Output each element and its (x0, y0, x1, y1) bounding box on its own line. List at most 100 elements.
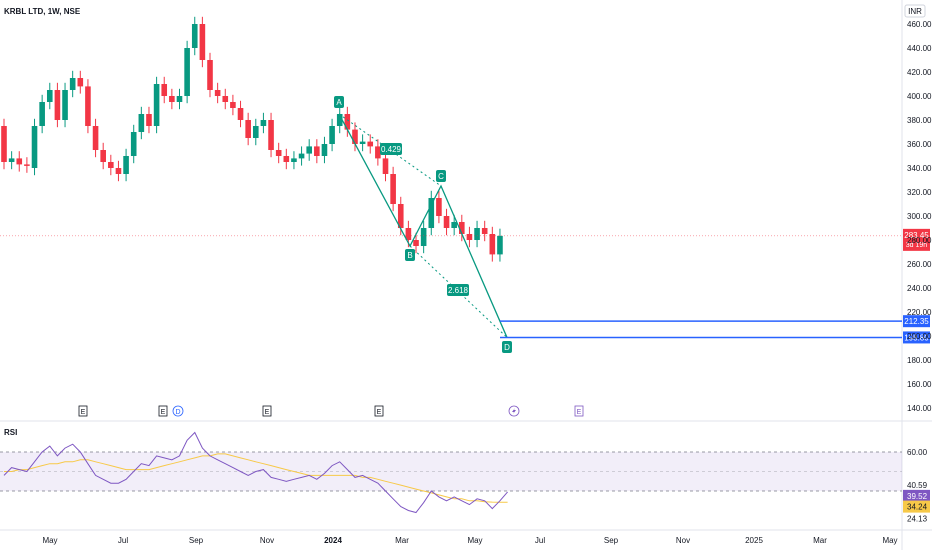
candle[interactable] (275, 150, 282, 156)
candle[interactable] (321, 144, 328, 156)
xabcd-line[interactable] (338, 113, 508, 338)
candle[interactable] (207, 60, 213, 90)
candle[interactable] (146, 114, 152, 126)
candle[interactable] (161, 84, 168, 96)
candle[interactable] (344, 114, 351, 130)
candle[interactable] (24, 164, 30, 166)
ratio-cd-label[interactable] (447, 284, 469, 296)
candle[interactable] (359, 141, 366, 144)
rsi-line[interactable] (3, 431, 508, 514)
candle[interactable] (298, 153, 305, 159)
candle[interactable] (199, 24, 206, 60)
candle[interactable] (222, 96, 229, 102)
candle[interactable] (405, 228, 412, 240)
point-c-label-text: C (438, 172, 444, 181)
candle[interactable] (62, 90, 68, 120)
candle[interactable] (130, 132, 137, 156)
candle[interactable] (214, 90, 221, 96)
earnings-marker[interactable] (374, 405, 384, 417)
candle[interactable] (123, 156, 129, 174)
candle[interactable] (115, 168, 122, 174)
candle[interactable] (436, 198, 442, 216)
candle[interactable] (390, 174, 396, 204)
candle[interactable] (314, 146, 320, 156)
point-a-label[interactable] (334, 96, 344, 108)
price-levels[interactable]: 212.35 198.80 283.45 3d 19h (500, 228, 930, 344)
point-d-label[interactable] (502, 341, 512, 353)
candle[interactable] (1, 126, 7, 162)
candle[interactable] (397, 204, 404, 228)
candle[interactable] (283, 156, 290, 162)
candle[interactable] (252, 126, 259, 138)
candle[interactable] (39, 102, 45, 126)
candle[interactable] (16, 158, 23, 165)
candle[interactable] (46, 90, 53, 102)
harmonic-pattern[interactable]: A B C D 0.429 2.618 (334, 96, 512, 353)
level-price-tag[interactable] (903, 315, 930, 328)
candle[interactable] (268, 120, 274, 150)
candle[interactable] (329, 126, 335, 144)
point-b-label[interactable] (405, 249, 415, 261)
candle[interactable] (375, 146, 381, 159)
rsi-ma-tag[interactable] (903, 500, 930, 513)
candle[interactable] (459, 222, 465, 234)
last-price-tag[interactable] (903, 228, 930, 251)
candle[interactable] (69, 78, 76, 90)
candle[interactable] (489, 234, 496, 255)
point-c-label[interactable] (436, 170, 446, 182)
rsi-pane[interactable]: 60.00 40.59 39.52 34.24 24.13 (0, 431, 930, 524)
candle[interactable] (77, 78, 84, 87)
candle[interactable] (466, 234, 473, 240)
currency-box[interactable] (904, 4, 926, 18)
candle[interactable] (245, 120, 251, 138)
candle[interactable] (108, 162, 114, 168)
candle[interactable] (451, 222, 457, 228)
candle[interactable] (291, 158, 297, 162)
dividend-marker[interactable] (172, 405, 184, 417)
candle[interactable] (153, 84, 160, 126)
earnings-marker[interactable] (158, 405, 168, 417)
time-tick-label: 2025 (745, 536, 763, 545)
level-price-tag[interactable] (903, 331, 930, 344)
candle[interactable] (260, 120, 267, 126)
candle[interactable] (306, 146, 312, 154)
earnings-marker[interactable] (574, 405, 584, 417)
candle[interactable] (443, 216, 450, 228)
rsi-ma-line[interactable] (4, 453, 508, 503)
time-axis[interactable]: May Jul Sep Nov 2024 Mar May Jul Sep Nov 2025 Mar Ma… (42, 536, 897, 545)
candles[interactable] (0, 16, 902, 262)
candle[interactable] (100, 150, 106, 162)
candle[interactable] (138, 114, 145, 132)
candle[interactable] (184, 48, 190, 96)
candle[interactable] (169, 96, 175, 102)
dividend-marker-text: D (175, 409, 180, 416)
candle[interactable] (497, 235, 503, 255)
candle[interactable] (31, 126, 38, 168)
candle[interactable] (474, 228, 480, 240)
candle[interactable] (230, 102, 236, 108)
candle[interactable] (413, 240, 419, 246)
price-axis[interactable]: 460.00 440.00 420.00 400.00 380.00 360.00 340.… (907, 20, 932, 413)
candle[interactable] (382, 158, 389, 174)
candle[interactable] (85, 86, 91, 126)
earnings-marker[interactable] (78, 405, 88, 417)
candle[interactable] (176, 96, 183, 102)
candle[interactable] (367, 141, 374, 147)
candle[interactable] (191, 24, 198, 48)
candle[interactable] (420, 228, 427, 246)
candle[interactable] (481, 228, 488, 234)
candle[interactable] (428, 198, 435, 228)
candle[interactable] (352, 129, 358, 144)
rsi-value-tag[interactable] (903, 489, 930, 502)
earnings-marker-text: E (577, 409, 582, 416)
candle[interactable] (336, 114, 343, 126)
candle[interactable] (237, 108, 244, 120)
candle[interactable] (8, 158, 15, 162)
ratio-bc-label[interactable] (380, 143, 402, 155)
candle[interactable] (54, 90, 61, 120)
candle[interactable] (92, 126, 99, 150)
earnings-marker[interactable] (262, 405, 272, 417)
